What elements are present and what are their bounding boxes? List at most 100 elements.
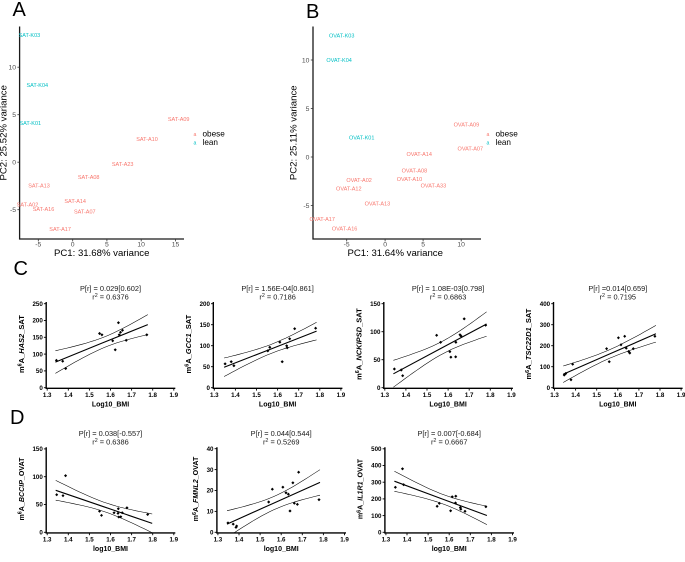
svg-text:10: 10 xyxy=(137,241,145,248)
svg-text:1.9: 1.9 xyxy=(337,392,346,399)
svg-text:SAT-A09: SAT-A09 xyxy=(168,117,190,123)
svg-text:1.6: 1.6 xyxy=(444,392,453,399)
svg-text:0: 0 xyxy=(306,154,310,161)
svg-text:100: 100 xyxy=(370,329,381,336)
svg-text:1.9: 1.9 xyxy=(169,537,178,544)
svg-text:1.5: 1.5 xyxy=(592,392,601,399)
svg-text:OVAT-A13: OVAT-A13 xyxy=(365,202,390,208)
svg-text:P[r] = 0.038[-0.557]: P[r] = 0.038[-0.557] xyxy=(79,429,142,438)
svg-text:100: 100 xyxy=(32,351,43,358)
svg-text:1.9: 1.9 xyxy=(677,392,685,399)
svg-text:r2 = 0.7195: r2 = 0.7195 xyxy=(600,292,637,301)
svg-text:1.3: 1.3 xyxy=(43,392,52,399)
svg-text:1.6: 1.6 xyxy=(106,537,115,544)
svg-text:m6A_NCKIPSD_SAT: m6A_NCKIPSD_SAT xyxy=(354,308,363,380)
svg-text:OVAT-A02: OVAT-A02 xyxy=(346,178,371,184)
svg-text:150: 150 xyxy=(370,301,381,308)
svg-text:1.9: 1.9 xyxy=(508,537,517,544)
svg-text:50: 50 xyxy=(36,502,43,509)
svg-text:50: 50 xyxy=(203,364,210,371)
svg-text:OVAT-A07: OVAT-A07 xyxy=(458,146,483,152)
svg-text:150: 150 xyxy=(200,322,211,329)
svg-text:log10_BMI: log10_BMI xyxy=(264,546,299,553)
svg-text:1.4: 1.4 xyxy=(235,537,244,544)
svg-text:100: 100 xyxy=(32,474,43,481)
svg-text:B: B xyxy=(306,1,319,23)
svg-text:1.5: 1.5 xyxy=(252,392,261,399)
svg-text:r2 = 0.6376: r2 = 0.6376 xyxy=(92,292,129,301)
svg-text:10: 10 xyxy=(302,57,310,64)
svg-text:1.8: 1.8 xyxy=(148,537,157,544)
svg-text:P[r] = 0.029[0.602]: P[r] = 0.029[0.602] xyxy=(80,284,141,293)
svg-text:0: 0 xyxy=(210,530,214,537)
svg-text:15: 15 xyxy=(172,241,180,248)
svg-text:SAT-A02: SAT-A02 xyxy=(17,203,39,209)
svg-text:1.4: 1.4 xyxy=(64,537,73,544)
svg-text:OVAT-A17: OVAT-A17 xyxy=(309,217,334,223)
svg-text:PC1: 31.64% variance: PC1: 31.64% variance xyxy=(347,248,442,259)
svg-text:1.4: 1.4 xyxy=(231,392,240,399)
svg-text:lean: lean xyxy=(203,138,219,147)
svg-text:-5: -5 xyxy=(10,207,16,214)
svg-text:1.9: 1.9 xyxy=(507,392,516,399)
svg-text:r2 = 0.5269: r2 = 0.5269 xyxy=(263,438,300,447)
svg-text:400: 400 xyxy=(540,301,551,308)
svg-text:100: 100 xyxy=(540,364,551,371)
svg-text:1.6: 1.6 xyxy=(273,392,282,399)
svg-text:SAT-A13: SAT-A13 xyxy=(28,183,50,189)
svg-text:0: 0 xyxy=(206,385,210,392)
svg-text:OVAT-A09: OVAT-A09 xyxy=(454,123,479,129)
svg-text:a: a xyxy=(194,132,197,138)
svg-text:1.7: 1.7 xyxy=(298,537,307,544)
svg-text:log10_BMI: log10_BMI xyxy=(432,546,467,553)
svg-text:SAT-A08: SAT-A08 xyxy=(78,175,100,181)
svg-text:50: 50 xyxy=(374,357,381,364)
svg-text:obese: obese xyxy=(203,130,226,139)
svg-text:0: 0 xyxy=(71,241,75,248)
svg-text:150: 150 xyxy=(32,446,43,453)
svg-text:1.7: 1.7 xyxy=(294,392,303,399)
svg-text:300: 300 xyxy=(540,322,551,329)
svg-text:D: D xyxy=(10,407,24,429)
svg-text:1.7: 1.7 xyxy=(635,392,644,399)
svg-text:1.6: 1.6 xyxy=(445,537,454,544)
svg-text:1.8: 1.8 xyxy=(486,392,495,399)
svg-text:log10_BMI: log10_BMI xyxy=(93,546,128,553)
svg-text:150: 150 xyxy=(32,335,43,342)
svg-text:1.4: 1.4 xyxy=(64,392,73,399)
svg-text:1.3: 1.3 xyxy=(214,537,223,544)
svg-text:200: 200 xyxy=(371,496,382,503)
svg-text:400: 400 xyxy=(371,463,382,470)
svg-text:1.6: 1.6 xyxy=(277,537,286,544)
svg-text:OVAT-K01: OVAT-K01 xyxy=(349,136,374,142)
svg-text:-5: -5 xyxy=(303,203,309,210)
svg-text:1.4: 1.4 xyxy=(402,392,411,399)
svg-text:1.5: 1.5 xyxy=(423,392,432,399)
svg-text:OVAT-A16: OVAT-A16 xyxy=(332,227,357,233)
svg-text:SAT-A16: SAT-A16 xyxy=(33,207,55,213)
svg-text:1.8: 1.8 xyxy=(487,537,496,544)
svg-text:0: 0 xyxy=(39,530,43,537)
svg-text:OVAT-K03: OVAT-K03 xyxy=(329,34,354,40)
svg-text:SAT-A07: SAT-A07 xyxy=(74,210,96,216)
svg-text:0: 0 xyxy=(377,385,381,392)
svg-text:1.3: 1.3 xyxy=(550,392,559,399)
svg-text:0: 0 xyxy=(383,241,387,248)
svg-text:1.5: 1.5 xyxy=(85,392,94,399)
svg-text:SAT-K01: SAT-K01 xyxy=(19,121,41,127)
svg-text:SAT-K04: SAT-K04 xyxy=(26,83,48,89)
svg-text:Log10_BMI: Log10_BMI xyxy=(429,402,466,409)
svg-text:Log10_BMI: Log10_BMI xyxy=(599,402,636,409)
svg-text:OVAT-K04: OVAT-K04 xyxy=(326,58,351,64)
svg-text:P[r] =0.014[0.659]: P[r] =0.014[0.659] xyxy=(588,284,647,293)
svg-text:200: 200 xyxy=(32,318,43,325)
svg-text:5: 5 xyxy=(12,112,16,119)
svg-text:Log10_BMI: Log10_BMI xyxy=(259,402,296,409)
svg-text:m6A_FMNL2_OVAT: m6A_FMNL2_OVAT xyxy=(192,456,200,521)
svg-text:P[r] = 1.08E-03[0.798]: P[r] = 1.08E-03[0.798] xyxy=(412,284,485,293)
svg-text:OVAT-A14: OVAT-A14 xyxy=(406,152,431,158)
svg-text:m6A_GCC1_SAT: m6A_GCC1_SAT xyxy=(184,314,193,373)
svg-text:1.7: 1.7 xyxy=(127,392,136,399)
svg-text:1.8: 1.8 xyxy=(315,392,324,399)
svg-text:30: 30 xyxy=(207,467,214,474)
